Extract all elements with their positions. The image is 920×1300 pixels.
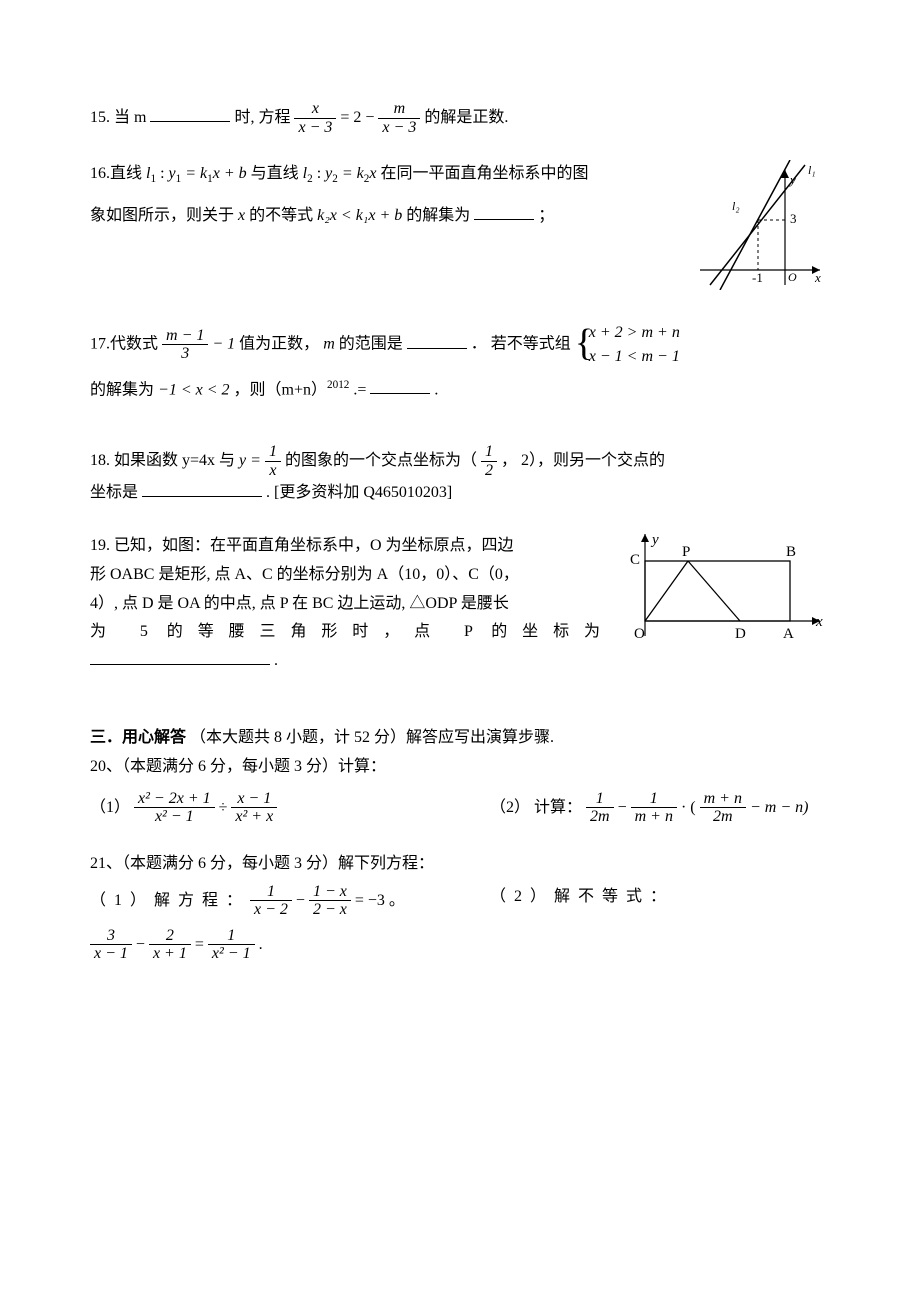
p17-t1: 17.代数式 — [90, 336, 158, 353]
p19-l4: 为 5 的等腰三角形时，点 P 的坐标为 — [90, 618, 600, 647]
p20-label: 20、（本题满分 6 分，每小题 3 分）计算： — [90, 758, 386, 775]
p17-blank2 — [370, 378, 430, 394]
svg-text:A: A — [783, 626, 794, 642]
p16-t6: 的解集为 — [406, 207, 470, 224]
p16-blank — [474, 204, 534, 220]
p16-t2: 与直线 — [251, 165, 299, 182]
svg-text:3: 3 — [790, 211, 797, 226]
p15-label: 15. 当 m — [90, 109, 146, 126]
p19-figure: O D A x y C P B — [620, 526, 830, 657]
p19-l2: 形 OABC 是矩形, 点 A、C 的坐标分别为 A（10，0）、C（0， — [90, 561, 600, 590]
p20-part1-label: （1） — [90, 798, 134, 815]
section-3-desc: （本大题共 8 小题，计 52 分）解答应写出演算步骤. — [190, 729, 554, 746]
svg-text:B: B — [786, 544, 796, 560]
p16-figure: y x l₁ l₂ -1 3 O — [690, 160, 830, 301]
svg-text:x: x — [814, 270, 821, 285]
p18-t1: 18. 如果函数 y=4x 与 — [90, 452, 239, 469]
svg-text:D: D — [735, 626, 746, 642]
p18-t2: 的图象的一个交点坐标为（ — [285, 452, 477, 469]
p17-system: x + 2 > m + n x − 1 < m − 1 — [575, 321, 680, 369]
p21-part1-label: （ 1 ） 解 方 程 ： — [90, 891, 250, 908]
section-3-title: 三．用心解答 — [90, 729, 186, 746]
p15-eqmid: = 2 − — [340, 109, 378, 126]
svg-text:O: O — [634, 626, 645, 642]
p16-t4: 象如图所示，则关于 — [90, 207, 234, 224]
svg-text:y: y — [788, 172, 796, 187]
p21-part2-label: （ 2 ） 解 不 等 式 ： — [490, 888, 668, 905]
p16-t3: 在同一平面直角坐标系中的图 — [380, 165, 588, 182]
p17-t5: 的解集为 — [90, 381, 154, 398]
p18-t4: 坐标是 — [90, 484, 138, 501]
p16-t1: 16.直线 — [90, 165, 142, 182]
p17-frac: m − 1 3 — [162, 327, 208, 363]
problem-18: 18. 如果函数 y=4x 与 y = 1x 的图象的一个交点坐标为（ 12 ，… — [90, 443, 830, 508]
svg-text:l₁: l₁ — [808, 163, 816, 177]
p20-parts: （1） x² − 2x + 1x² − 1 ÷ x − 1x² + x （2） … — [90, 790, 830, 826]
p15-frac2: m x − 3 — [378, 100, 420, 136]
svg-text:O: O — [788, 270, 797, 284]
p18-extra: . [更多资料加 Q465010203] — [266, 484, 452, 501]
p19-blank — [90, 649, 270, 665]
svg-text:-1: -1 — [752, 270, 763, 285]
problem-21: 21、（本题满分 6 分，每小题 3 分）解下列方程： — [90, 850, 830, 879]
p15-frac1: x x − 3 — [294, 100, 336, 136]
p18-t3: ， 2），则另一个交点的 — [501, 452, 665, 469]
p17-t2: 值为正数， — [239, 336, 319, 353]
p18-blank — [142, 481, 262, 497]
p17-t3: 的范围是 — [339, 336, 403, 353]
p16-ineq: k₂x < k₁x + b — [317, 207, 402, 224]
svg-text:y: y — [650, 532, 659, 548]
problem-16: y x l₁ l₂ -1 3 O 16.直线 l1 : y1 = k1x + b… — [90, 160, 830, 230]
problem-17: 17.代数式 m − 1 3 − 1 值为正数， m 的范围是 ． 若不等式组 … — [90, 321, 830, 405]
problem-20: 20、（本题满分 6 分，每小题 3 分）计算： — [90, 753, 830, 782]
section-3-header: 三．用心解答 （本大题共 8 小题，计 52 分）解答应写出演算步骤. — [90, 724, 830, 753]
p19-l1: 19. 已知，如图：在平面直角坐标系中，O 为坐标原点，四边 — [90, 532, 600, 561]
p16-t5: 的不等式 — [249, 207, 313, 224]
problem-19: O D A x y C P B 19. 已知，如图：在平面直角坐标系中，O 为坐… — [90, 532, 830, 676]
svg-text:C: C — [630, 552, 640, 568]
p17-t4: ． 若不等式组 — [471, 336, 571, 353]
svg-text:P: P — [682, 544, 690, 560]
svg-text:l₂: l₂ — [732, 199, 740, 213]
p21-parts: （ 1 ） 解 方 程 ： 1x − 2 − 1 − x2 − x = −3 。… — [90, 883, 830, 919]
p17-t6: ，则（m+n） — [234, 381, 327, 398]
svg-text:x: x — [815, 614, 823, 630]
p21-label: 21、（本题满分 6 分，每小题 3 分）解下列方程： — [90, 855, 434, 872]
p15-tail: 的解是正数. — [424, 109, 508, 126]
p15-mid: 时, 方程 — [234, 109, 290, 126]
problem-15: 15. 当 m 时, 方程 x x − 3 = 2 − m x − 3 的解是正… — [90, 100, 830, 136]
p19-l3: 4）, 点 D 是 OA 的中点, 点 P 在 BC 边上运动, △ODP 是腰… — [90, 590, 600, 619]
p20-part2-label: （2） 计算： — [490, 798, 586, 815]
p15-blank — [150, 106, 230, 122]
p17-blank1 — [407, 333, 467, 349]
